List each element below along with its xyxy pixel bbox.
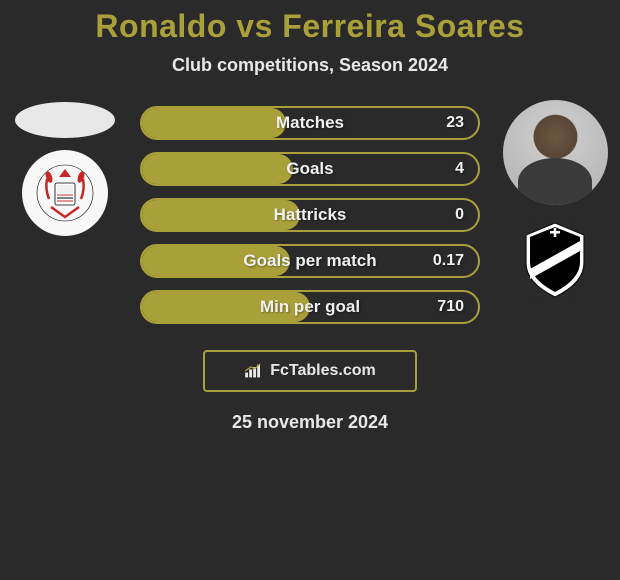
stat-value-right: 23 bbox=[446, 114, 464, 132]
stat-label: Goals per match bbox=[142, 251, 478, 271]
left-column bbox=[10, 100, 120, 236]
stat-row: Matches23 bbox=[140, 106, 480, 140]
brand-text: FcTables.com bbox=[270, 362, 376, 380]
club-logo-left bbox=[22, 150, 108, 236]
stat-label: Hattricks bbox=[142, 205, 478, 225]
stat-label: Matches bbox=[142, 113, 478, 133]
stat-label: Goals bbox=[142, 159, 478, 179]
stat-bars: Matches23 Goals4 Hattricks0 Goals per match… bbox=[140, 100, 480, 324]
date-text: 25 november 2024 bbox=[0, 412, 620, 433]
stats-area: Matches23 Goals4 Hattricks0 Goals per match… bbox=[0, 100, 620, 340]
stat-value-right: 0 bbox=[455, 206, 464, 224]
vasco-badge-icon bbox=[512, 217, 598, 303]
root: Ronaldo vs Ferreira Soares Club competit… bbox=[0, 0, 620, 433]
stat-row: Goals per match0.17 bbox=[140, 244, 480, 278]
corinthians-badge-icon bbox=[35, 163, 95, 223]
stat-value-right: 0.17 bbox=[433, 252, 464, 270]
player-photo-left bbox=[15, 102, 115, 138]
brand-box: FcTables.com bbox=[203, 350, 417, 392]
page-subtitle: Club competitions, Season 2024 bbox=[0, 55, 620, 76]
stat-row: Hattricks0 bbox=[140, 198, 480, 232]
stat-value-right: 710 bbox=[437, 298, 464, 316]
stat-label: Min per goal bbox=[142, 297, 478, 317]
stat-row: Goals4 bbox=[140, 152, 480, 186]
right-column bbox=[500, 100, 610, 303]
player-photo-right bbox=[503, 100, 608, 205]
bar-chart-icon bbox=[244, 363, 264, 379]
stat-row: Min per goal710 bbox=[140, 290, 480, 324]
stat-value-right: 4 bbox=[455, 160, 464, 178]
page-title: Ronaldo vs Ferreira Soares bbox=[0, 8, 620, 45]
club-logo-right bbox=[512, 217, 598, 303]
